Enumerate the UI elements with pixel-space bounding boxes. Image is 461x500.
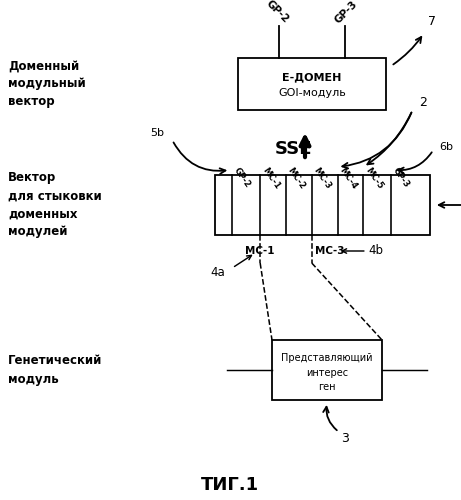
Text: GP-3: GP-3 [391, 166, 411, 189]
Text: 4а: 4а [211, 266, 225, 280]
Text: МС-3: МС-3 [315, 246, 344, 256]
Text: MC-1: MC-1 [260, 166, 281, 191]
Text: GP-3: GP-3 [333, 0, 360, 25]
Text: 5b: 5b [150, 128, 164, 138]
Text: 2: 2 [420, 96, 427, 110]
Text: Е-ДОМЕН: Е-ДОМЕН [282, 73, 342, 83]
Text: 6b: 6b [439, 142, 453, 152]
Text: SSE: SSE [275, 140, 313, 158]
Text: MC-5: MC-5 [363, 166, 384, 191]
Bar [238, 58, 386, 110]
Text: GP-2: GP-2 [264, 0, 291, 25]
Text: 4b: 4b [369, 244, 384, 258]
Bar [215, 175, 430, 235]
Text: GP-2: GP-2 [232, 166, 253, 190]
Text: Вектор
для стыковки
доменных
модулей: Вектор для стыковки доменных модулей [8, 172, 102, 238]
Text: 3: 3 [341, 432, 349, 444]
Text: MC-2: MC-2 [286, 166, 307, 191]
Text: интерес: интерес [306, 368, 348, 378]
Text: Генетический
модуль: Генетический модуль [8, 354, 102, 386]
Text: 7: 7 [428, 15, 436, 28]
Text: Представляющий: Представляющий [281, 353, 373, 363]
Text: ΤИГ.1: ΤИГ.1 [201, 476, 259, 494]
Bar [272, 340, 382, 400]
Text: MC-4: MC-4 [337, 166, 359, 191]
Text: МС-1: МС-1 [245, 246, 275, 256]
Text: GOI-модуль: GOI-модуль [278, 88, 346, 99]
Text: Доменный
модульный
вектор: Доменный модульный вектор [8, 60, 86, 108]
Text: ген: ген [318, 382, 336, 392]
Text: MC-3: MC-3 [312, 166, 333, 190]
